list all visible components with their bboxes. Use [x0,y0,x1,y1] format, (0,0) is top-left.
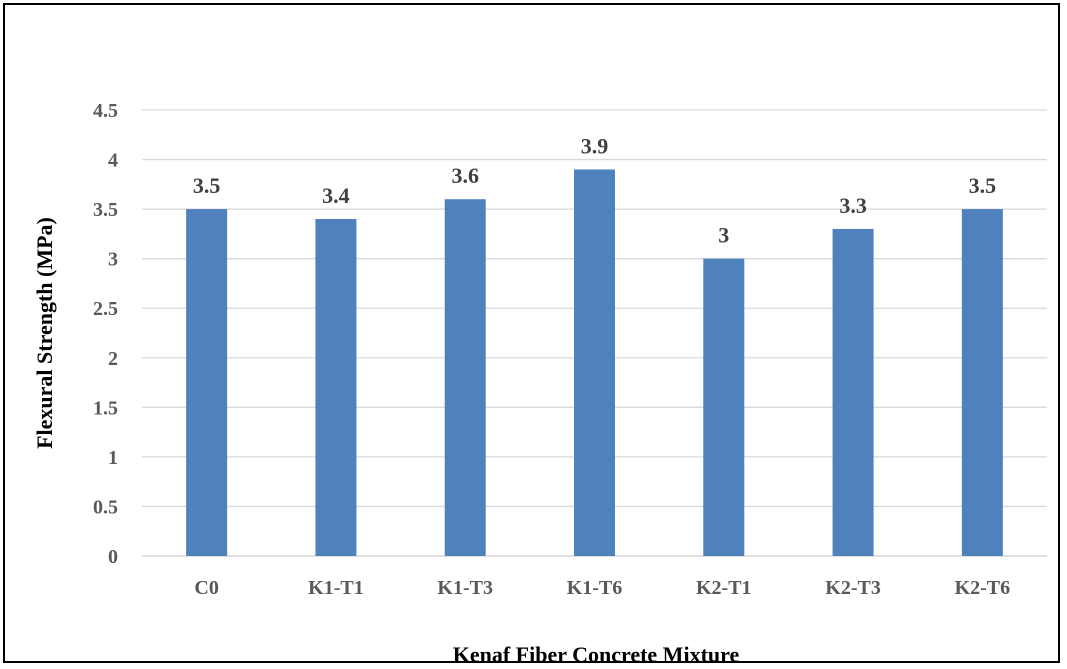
y-tick-label: 0 [108,546,118,568]
data-label: 3.9 [581,133,609,158]
bars [186,169,1003,556]
data-label: 3.3 [839,193,867,218]
x-tick-label: K1-T1 [308,577,364,599]
y-tick-label: 0.5 [93,496,118,518]
bar-c0 [186,209,228,556]
x-tick-label: K1-T3 [437,577,493,599]
y-tick-label: 4 [108,150,118,172]
x-tick-label: K2-T1 [696,577,752,599]
y-axis-title: Flexural Strength (MPa) [32,217,57,449]
x-tick-label: C0 [194,577,218,599]
data-label: 3.6 [451,163,479,188]
data-labels: 3.5 3.4 3.6 3.9 3 3.3 3.5 [193,133,996,247]
data-label: 3.5 [969,173,997,198]
x-tick-label: K2-T6 [955,577,1011,599]
chart-frame [3,3,1060,663]
y-tick-label: 4.5 [93,100,118,122]
y-tick-label: 1 [108,447,118,469]
y-tick-labels: 0 0.5 1 1.5 2 2.5 3 3.5 4 4.5 [93,100,118,568]
bar-k1-t6 [574,169,615,556]
data-label: 3.4 [322,183,350,208]
bar-k2-t1 [703,258,745,556]
x-axis-title: Kenaf Fiber Concrete Mixture [453,642,740,667]
bar-k1-t1 [315,219,357,556]
bar-k2-t3 [832,228,874,556]
y-tick-label: 3.5 [93,199,118,221]
gridlines [142,109,1047,557]
x-tick-labels: C0 K1-T1 K1-T3 K1-T6 K2-T1 K2-T3 K2-T6 [194,577,1010,599]
x-tick-label: K2-T3 [825,577,881,599]
data-label: 3.5 [193,173,221,198]
bar-k2-t6 [961,209,1003,556]
x-tick-label: K1-T6 [567,577,623,599]
bar-k1-t3 [444,199,486,556]
y-tick-label: 2 [108,348,118,370]
data-label: 3 [718,223,729,248]
y-tick-label: 1.5 [93,397,118,419]
y-tick-label: 3 [108,249,118,271]
y-tick-label: 2.5 [93,298,118,320]
